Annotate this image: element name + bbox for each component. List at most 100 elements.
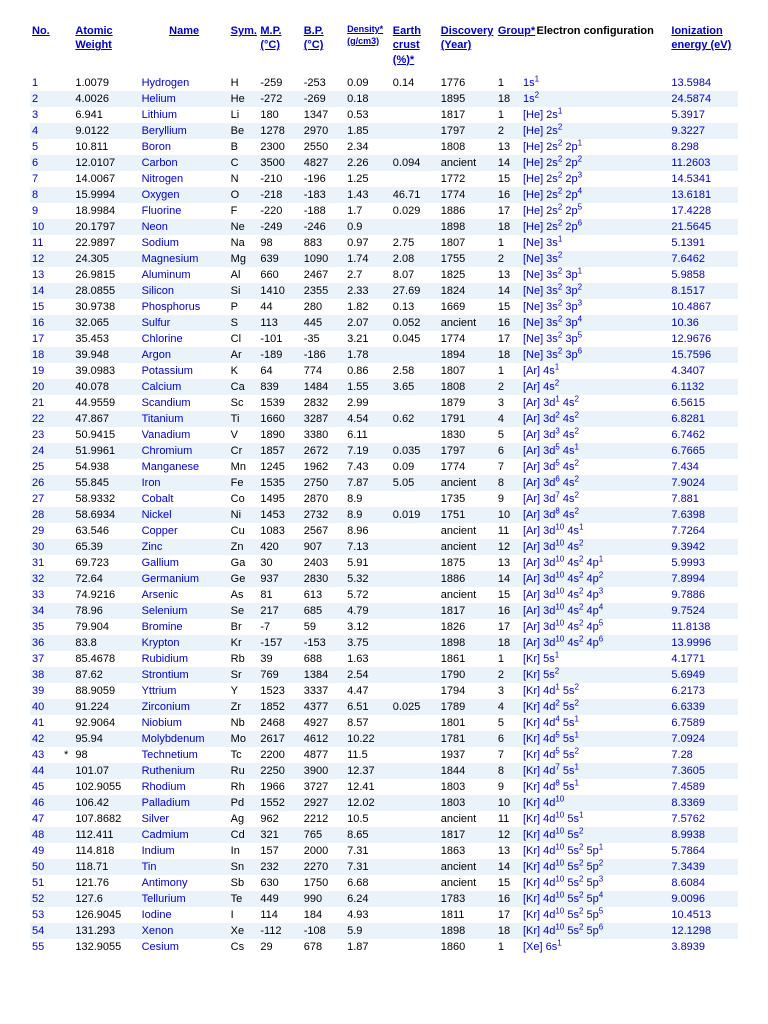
cell-name[interactable]: Xenon	[140, 923, 229, 939]
cell-name[interactable]: Cobalt	[140, 491, 229, 507]
cell-symbol: C	[229, 155, 259, 171]
cell-density: 6.11	[345, 427, 391, 443]
cell-name[interactable]: Krypton	[140, 635, 229, 651]
header-group[interactable]: Group*	[496, 20, 521, 75]
cell-ionization: 7.8994	[669, 571, 738, 587]
cell-econf: [Ne] 3s2 3p6	[521, 347, 669, 363]
header-boiling-point[interactable]: B.P. (°C)	[302, 20, 345, 75]
cell-name[interactable]: Germanium	[140, 571, 229, 587]
header-ionization[interactable]: Ionization energy (eV)	[669, 20, 738, 75]
cell-name[interactable]: Boron	[140, 139, 229, 155]
cell-econf: [Ar] 3d1 4s2	[521, 395, 669, 411]
cell-ionization: 5.1391	[669, 235, 738, 251]
cell-name[interactable]: Tin	[140, 859, 229, 875]
table-row: 2554.938ManganeseMn124519627.430.0917747…	[30, 459, 738, 475]
header-no[interactable]: No.	[30, 20, 62, 75]
header-discovery[interactable]: Discovery (Year)	[439, 20, 496, 75]
cell-discovery: 1774	[439, 331, 496, 347]
header-name[interactable]: Name	[140, 20, 229, 75]
header-symbol[interactable]: Sym.	[229, 20, 259, 75]
cell-econf: [Kr] 4d4 5s1	[521, 715, 669, 731]
cell-density: 2.7	[345, 267, 391, 283]
cell-name[interactable]: Iron	[140, 475, 229, 491]
cell-name[interactable]: Phosphorus	[140, 299, 229, 315]
cell-name[interactable]: Tellurium	[140, 891, 229, 907]
header-atomic-weight[interactable]: Atomic Weight	[73, 20, 139, 75]
cell-name[interactable]: Niobium	[140, 715, 229, 731]
cell-density: 11.5	[345, 747, 391, 763]
cell-ionization: 9.7524	[669, 603, 738, 619]
cell-group: 11	[496, 811, 521, 827]
cell-name[interactable]: Manganese	[140, 459, 229, 475]
cell-name[interactable]: Indium	[140, 843, 229, 859]
cell-symbol: P	[229, 299, 259, 315]
cell-crust: 0.14	[391, 75, 439, 91]
cell-name[interactable]: Iodine	[140, 907, 229, 923]
cell-name[interactable]: Silver	[140, 811, 229, 827]
cell-discovery: 1735	[439, 491, 496, 507]
cell-name[interactable]: Chlorine	[140, 331, 229, 347]
cell-name[interactable]: Selenium	[140, 603, 229, 619]
header-density[interactable]: Density* (g/cm3)	[345, 20, 391, 75]
cell-econf: [Ne] 3s2 3p3	[521, 299, 669, 315]
cell-name[interactable]: Gallium	[140, 555, 229, 571]
cell-name[interactable]: Titanium	[140, 411, 229, 427]
cell-name[interactable]: Calcium	[140, 379, 229, 395]
cell-name[interactable]: Strontium	[140, 667, 229, 683]
cell-density: 1.63	[345, 651, 391, 667]
cell-econf: [Ar] 3d10 4s2 4p2	[521, 571, 669, 587]
cell-name[interactable]: Molybdenum	[140, 731, 229, 747]
cell-name[interactable]: Fluorine	[140, 203, 229, 219]
cell-group: 4	[496, 411, 521, 427]
header-melting-point[interactable]: M.P. (°C)	[258, 20, 301, 75]
cell-group: 6	[496, 443, 521, 459]
cell-name[interactable]: Lithium	[140, 107, 229, 123]
cell-name[interactable]: Yttrium	[140, 683, 229, 699]
cell-name[interactable]: Beryllium	[140, 123, 229, 139]
header-crust[interactable]: Earth crust (%)*	[391, 20, 439, 75]
cell-no: 34	[30, 603, 62, 619]
cell-econf: [Kr] 4d10 5s1	[521, 811, 669, 827]
cell-symbol: Ga	[229, 555, 259, 571]
cell-name[interactable]: Antimony	[140, 875, 229, 891]
cell-name[interactable]: Palladium	[140, 795, 229, 811]
cell-name[interactable]: Rhodium	[140, 779, 229, 795]
cell-mp: -218	[258, 187, 301, 203]
cell-name[interactable]: Rubidium	[140, 651, 229, 667]
cell-atomic-weight: 107.8682	[73, 811, 139, 827]
cell-name[interactable]: Chromium	[140, 443, 229, 459]
cell-name[interactable]: Cadmium	[140, 827, 229, 843]
cell-name[interactable]: Zinc	[140, 539, 229, 555]
cell-name[interactable]: Carbon	[140, 155, 229, 171]
cell-name[interactable]: Nickel	[140, 507, 229, 523]
cell-name[interactable]: Vanadium	[140, 427, 229, 443]
cell-bp: 184	[302, 907, 345, 923]
cell-name[interactable]: Neon	[140, 219, 229, 235]
cell-ionization: 5.7864	[669, 843, 738, 859]
cell-name[interactable]: Silicon	[140, 283, 229, 299]
cell-name[interactable]: Helium	[140, 91, 229, 107]
cell-name[interactable]: Sulfur	[140, 315, 229, 331]
cell-name[interactable]: Technetium	[140, 747, 229, 763]
cell-econf: [Ar] 3d6 4s2	[521, 475, 669, 491]
cell-name[interactable]: Copper	[140, 523, 229, 539]
cell-name[interactable]: Potassium	[140, 363, 229, 379]
cell-name[interactable]: Oxygen	[140, 187, 229, 203]
cell-name[interactable]: Aluminum	[140, 267, 229, 283]
cell-name[interactable]: Nitrogen	[140, 171, 229, 187]
cell-name[interactable]: Sodium	[140, 235, 229, 251]
cell-name[interactable]: Cesium	[140, 939, 229, 955]
cell-star	[62, 219, 73, 235]
cell-name[interactable]: Argon	[140, 347, 229, 363]
cell-name[interactable]: Zirconium	[140, 699, 229, 715]
cell-name[interactable]: Ruthenium	[140, 763, 229, 779]
cell-bp: 774	[302, 363, 345, 379]
cell-ionization: 5.6949	[669, 667, 738, 683]
cell-name[interactable]: Scandium	[140, 395, 229, 411]
cell-discovery: 1861	[439, 651, 496, 667]
cell-name[interactable]: Hydrogen	[140, 75, 229, 91]
cell-name[interactable]: Arsenic	[140, 587, 229, 603]
cell-name[interactable]: Magnesium	[140, 251, 229, 267]
cell-bp: 4377	[302, 699, 345, 715]
cell-name[interactable]: Bromine	[140, 619, 229, 635]
